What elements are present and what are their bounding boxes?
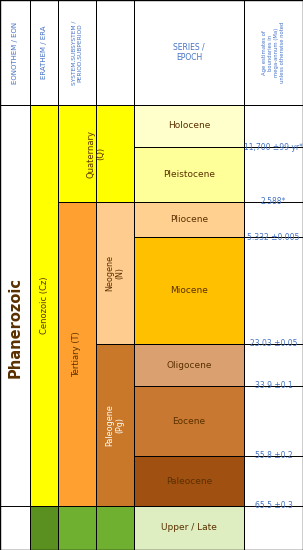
Bar xyxy=(134,456,244,506)
Text: Miocene: Miocene xyxy=(170,286,208,295)
Text: Holocene: Holocene xyxy=(168,122,210,130)
Text: Paleogene
(Pg): Paleogene (Pg) xyxy=(105,404,125,446)
Text: 33.9 ±0.1: 33.9 ±0.1 xyxy=(255,382,292,390)
Bar xyxy=(96,202,134,344)
Text: Eocene: Eocene xyxy=(172,416,205,426)
Text: Upper / Late: Upper / Late xyxy=(161,524,217,532)
Text: SERIES /
EPOCH: SERIES / EPOCH xyxy=(173,43,205,62)
Bar xyxy=(30,105,58,506)
Bar xyxy=(96,0,134,105)
Bar xyxy=(134,147,244,202)
Bar xyxy=(134,506,244,550)
Text: 65.5 ±0.3: 65.5 ±0.3 xyxy=(255,502,292,510)
Text: 11,700 ±99 yr*: 11,700 ±99 yr* xyxy=(244,142,303,151)
Text: 5.332 ±0.005: 5.332 ±0.005 xyxy=(247,233,300,241)
Text: Pliocene: Pliocene xyxy=(170,215,208,224)
Text: ERATHEM / ERA: ERATHEM / ERA xyxy=(41,26,47,79)
Bar xyxy=(58,202,96,506)
Text: Tertiary (T): Tertiary (T) xyxy=(72,331,82,377)
Text: Age estimates of
boundaries in
mega-annum (Ma)
unless otherwise noted: Age estimates of boundaries in mega-annu… xyxy=(262,22,285,83)
Text: Pleistocene: Pleistocene xyxy=(163,170,215,179)
Text: 55.8 ±0.2: 55.8 ±0.2 xyxy=(255,452,292,460)
Bar xyxy=(58,506,134,550)
Bar xyxy=(134,237,244,344)
Text: Quaternary
(Q): Quaternary (Q) xyxy=(86,129,106,178)
Bar xyxy=(0,105,30,550)
Text: Neogene
(N): Neogene (N) xyxy=(105,255,125,291)
Bar xyxy=(0,0,30,105)
Text: Paleocene: Paleocene xyxy=(166,476,212,486)
Text: Cenozoic (Cz): Cenozoic (Cz) xyxy=(39,277,48,334)
Text: 23.03 ±0.05: 23.03 ±0.05 xyxy=(250,339,297,349)
Bar xyxy=(244,0,303,105)
Bar xyxy=(244,105,303,550)
Bar xyxy=(58,0,96,105)
Text: EONOTHEM / EON: EONOTHEM / EON xyxy=(12,21,18,84)
Bar xyxy=(96,344,134,506)
Bar xyxy=(58,105,134,202)
Bar xyxy=(30,0,58,105)
Bar xyxy=(134,344,244,386)
Text: Oligocene: Oligocene xyxy=(166,360,212,370)
Text: 2.588*: 2.588* xyxy=(261,197,286,206)
Bar xyxy=(134,105,244,147)
Bar xyxy=(134,386,244,456)
Text: SYSTEM,SUBSYSTEM /
PERIOD,SUBPERIOD: SYSTEM,SUBSYSTEM / PERIOD,SUBPERIOD xyxy=(72,20,82,85)
Text: Phanerozoic: Phanerozoic xyxy=(8,277,22,378)
Bar xyxy=(134,202,244,237)
Bar xyxy=(30,506,58,550)
Bar xyxy=(134,0,244,105)
